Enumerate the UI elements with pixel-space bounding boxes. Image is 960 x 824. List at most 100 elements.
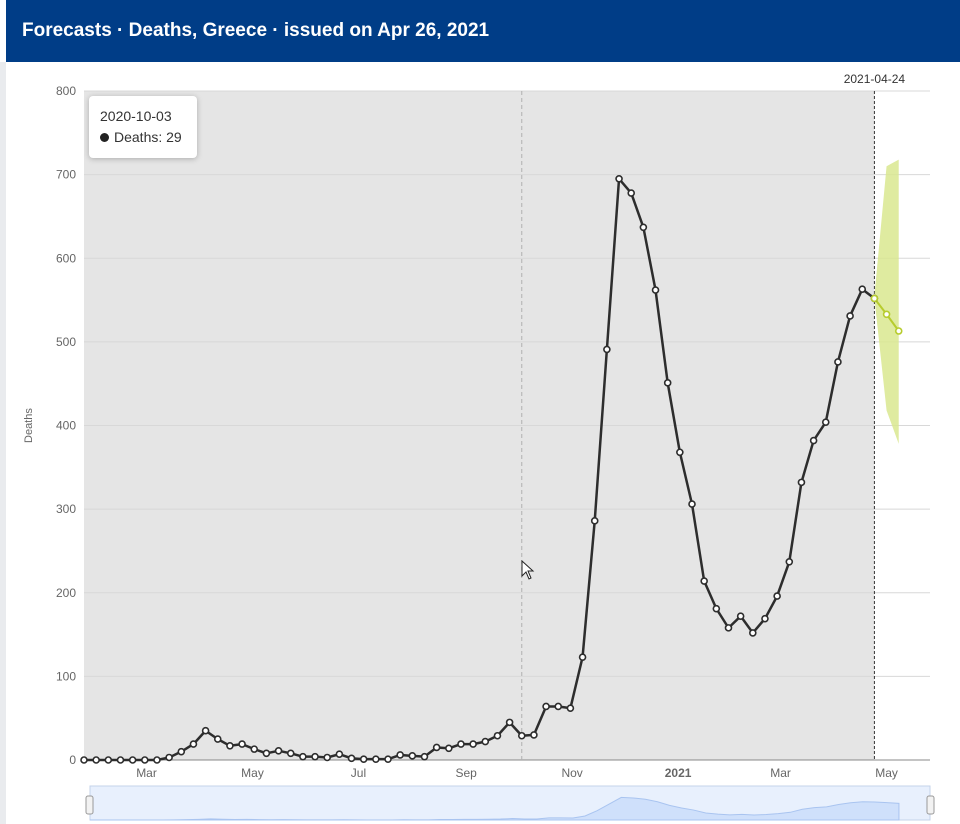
- forecast-point: [870, 294, 879, 303]
- actual-point: [372, 755, 380, 763]
- actual-point: [761, 614, 769, 623]
- y-tick-label: 600: [56, 251, 76, 265]
- tooltip-date: 2020-10-03: [100, 108, 172, 124]
- actual-point: [311, 752, 319, 761]
- actual-point: [676, 448, 684, 457]
- actual-point: [359, 755, 368, 763]
- actual-point: [189, 740, 198, 748]
- actual-point: [299, 752, 307, 761]
- forecast-points[interactable]: [870, 294, 903, 335]
- actual-point: [420, 752, 429, 761]
- actual-point: [821, 418, 830, 426]
- x-tick-label: Nov: [561, 766, 582, 780]
- actual-point: [651, 286, 660, 294]
- actual-point: [578, 653, 587, 661]
- mouse-pointer-icon: [521, 560, 535, 580]
- actual-deaths-points[interactable]: [80, 175, 879, 764]
- actual-point: [213, 735, 222, 743]
- actual-point: [445, 744, 453, 753]
- page-title: Forecasts · Deaths, Greece · issued on A…: [22, 20, 490, 41]
- actual-point: [530, 731, 538, 739]
- x-tick-label: May: [875, 766, 898, 780]
- actual-point: [749, 629, 757, 637]
- actual-point: [396, 751, 404, 759]
- actual-point: [858, 285, 867, 293]
- x-tick-label: Sep: [455, 766, 477, 780]
- actual-point: [615, 175, 623, 183]
- actual-point: [797, 478, 806, 487]
- actual-point: [712, 604, 721, 613]
- actual-point: [116, 756, 125, 764]
- actual-point: [262, 749, 271, 758]
- actual-point: [773, 592, 781, 600]
- x-axis-ticks: Mar May Jul Sep Nov 2021 Mar May: [136, 766, 898, 780]
- actual-point: [335, 750, 344, 758]
- page-header: Forecasts · Deaths, Greece · issued on A…: [6, 0, 960, 62]
- series-marker-icon: [100, 133, 109, 142]
- actual-point: [688, 500, 696, 508]
- range-navigator[interactable]: [85, 785, 935, 821]
- actual-point: [809, 436, 818, 445]
- actual-point: [165, 753, 173, 762]
- y-axis-label: Deaths: [23, 408, 35, 443]
- y-tick-label: 200: [56, 586, 76, 600]
- actual-point: [226, 741, 234, 750]
- x-tick-label: 2021: [665, 766, 692, 780]
- actual-point: [128, 756, 137, 764]
- actual-point: [517, 731, 526, 740]
- actual-point: [505, 718, 514, 727]
- actual-point: [834, 358, 842, 366]
- x-tick-label: Mar: [770, 766, 791, 780]
- actual-point: [736, 612, 745, 620]
- y-tick-label: 100: [56, 669, 76, 683]
- x-tick-label: Mar: [136, 766, 157, 780]
- actual-point: [542, 702, 550, 711]
- actual-point: [323, 753, 332, 762]
- actual-point: [554, 702, 563, 711]
- actual-point: [153, 756, 161, 764]
- y-tick-label: 800: [56, 84, 76, 98]
- forecast-start-label: 2021-04-24: [844, 72, 906, 86]
- y-tick-label: 700: [56, 168, 76, 182]
- actual-point: [141, 756, 149, 764]
- actual-point: [177, 747, 186, 756]
- navigator-series-area: [90, 796, 900, 821]
- actual-point: [432, 743, 441, 752]
- forecast-interval-band: [874, 159, 899, 444]
- forecast-point: [882, 310, 891, 319]
- navigator-handle-left[interactable]: [85, 795, 94, 815]
- actual-point: [347, 754, 356, 763]
- actual-point: [566, 704, 575, 712]
- x-tick-label: May: [241, 766, 264, 780]
- y-tick-label: 300: [56, 502, 76, 516]
- actual-point: [250, 745, 259, 753]
- actual-point: [639, 223, 648, 232]
- actual-point: [481, 737, 490, 746]
- actual-point: [590, 517, 599, 525]
- actual-point: [80, 756, 88, 764]
- actual-point: [663, 379, 672, 387]
- actual-point: [627, 189, 636, 197]
- actual-point: [493, 731, 502, 740]
- x-tick-label: Jul: [351, 766, 366, 780]
- actual-point: [408, 752, 417, 760]
- actual-point: [724, 624, 733, 632]
- page-left-edge: [0, 62, 6, 824]
- tooltip-value: Deaths: 29: [114, 129, 182, 145]
- actual-point: [384, 755, 392, 763]
- y-tick-label: 400: [56, 419, 76, 433]
- tooltip-value-row: Deaths: 29: [100, 129, 197, 145]
- actual-point: [274, 747, 283, 755]
- y-tick-label: 0: [69, 753, 76, 767]
- actual-point: [469, 740, 477, 748]
- actual-point: [201, 726, 210, 735]
- actual-point: [846, 312, 854, 320]
- actual-point: [603, 345, 611, 354]
- actual-point: [457, 740, 465, 748]
- navigator-handle-right[interactable]: [926, 795, 935, 815]
- actual-point: [92, 756, 100, 764]
- tooltip: 2020-10-03 Deaths: 29: [89, 96, 197, 158]
- y-axis-ticks: 0 100 200 300 400 500 600 700 800: [56, 84, 76, 767]
- actual-point: [785, 558, 794, 566]
